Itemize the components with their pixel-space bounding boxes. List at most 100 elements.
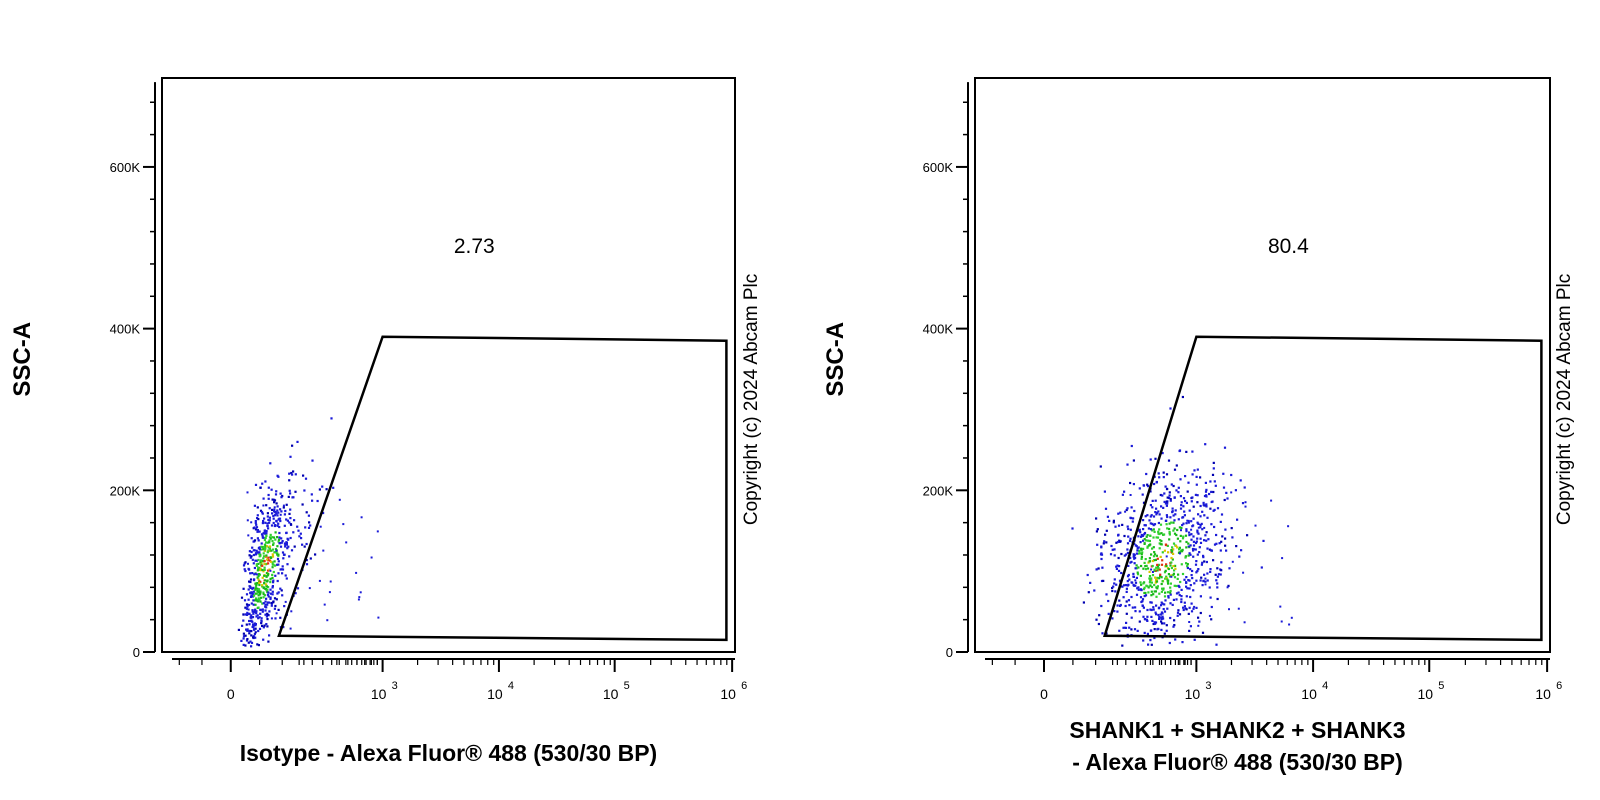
event-dot [279, 519, 282, 523]
event-dot [1279, 605, 1282, 608]
event-dot [268, 610, 271, 613]
event-dot [1197, 624, 1200, 627]
event-dot [1113, 582, 1116, 585]
event-dot [1157, 613, 1160, 617]
event-dot [1196, 494, 1199, 497]
event-dot [1217, 573, 1220, 576]
event-dot [1192, 544, 1196, 547]
event-dot [270, 549, 273, 552]
event-dot [288, 489, 291, 492]
event-dot [266, 515, 269, 518]
event-dot [250, 602, 253, 605]
event-dot [1147, 539, 1150, 542]
event-dot [252, 553, 255, 557]
event-dot [1170, 575, 1173, 578]
event-dot [270, 601, 273, 605]
event-dot [1181, 524, 1184, 527]
event-dot [269, 596, 272, 599]
event-dot [1140, 535, 1143, 538]
event-dot [1197, 568, 1200, 571]
event-dot [251, 595, 254, 598]
event-dot [251, 609, 254, 612]
event-dot [246, 491, 249, 494]
event-dot [1197, 532, 1200, 535]
event-dot [271, 512, 274, 515]
event-dot [1243, 621, 1246, 624]
event-dot [1160, 620, 1163, 623]
event-dot [261, 568, 264, 572]
event-dot [1139, 581, 1142, 584]
event-dot [257, 573, 260, 576]
event-dot [1196, 501, 1199, 504]
event-dot [280, 541, 283, 544]
event-dot [263, 529, 267, 532]
event-dot [1168, 522, 1171, 525]
event-dot [251, 558, 254, 561]
event-dot [290, 610, 293, 613]
event-dot [1151, 499, 1154, 502]
event-dot [1212, 467, 1215, 470]
event-dot [1140, 555, 1143, 559]
event-dot [262, 570, 265, 573]
event-dot [245, 603, 249, 606]
event-dot [1152, 593, 1155, 596]
event-dot [1173, 569, 1176, 572]
event-dot [1149, 490, 1152, 493]
event-dot [264, 603, 267, 606]
event-dot [1173, 584, 1176, 587]
event-dot [1113, 578, 1116, 581]
event-dot [1173, 496, 1176, 499]
event-dot [1159, 523, 1163, 526]
event-dot [1208, 614, 1211, 617]
event-dot [264, 579, 267, 582]
event-dot [311, 459, 314, 462]
event-dot [286, 563, 289, 566]
event-dot [269, 597, 272, 600]
event-dot [1118, 565, 1121, 568]
event-dot [1166, 544, 1169, 547]
event-dot [257, 578, 260, 581]
event-dot [1185, 581, 1188, 584]
event-dot [1153, 482, 1156, 486]
event-dot [277, 572, 280, 575]
event-dot [244, 569, 247, 573]
event-dot [1142, 501, 1146, 504]
event-dot [1224, 537, 1227, 540]
event-dot [1199, 526, 1202, 529]
event-dot [1204, 577, 1207, 580]
event-dot [265, 504, 268, 507]
event-dot [1145, 584, 1148, 587]
event-dot [1133, 628, 1137, 631]
event-dot [251, 610, 254, 613]
event-dot [1200, 522, 1203, 525]
event-dot [1137, 552, 1140, 555]
event-dot [1160, 601, 1163, 604]
event-dot [271, 536, 274, 539]
event-dot [1198, 620, 1201, 623]
event-dot [254, 597, 258, 600]
x-tick-label: 0 [1040, 686, 1048, 702]
event-dot [241, 624, 244, 627]
event-dot [1166, 502, 1169, 505]
event-dot [1196, 553, 1199, 556]
event-dot [259, 608, 262, 612]
event-dot [281, 540, 284, 543]
copyright-notice: Copyright (c) 2024 Abcam Plc [741, 274, 762, 525]
event-dot [1195, 483, 1198, 486]
event-dot [270, 604, 273, 607]
event-dot [281, 572, 284, 575]
event-dot [1095, 530, 1098, 533]
event-dot [265, 597, 268, 600]
event-dot [249, 578, 253, 581]
event-dot [261, 564, 264, 567]
event-dot [1149, 515, 1152, 518]
y-tick-label: 400K [110, 322, 141, 337]
event-dot [274, 617, 277, 620]
event-dot [1189, 625, 1192, 628]
event-dot [1097, 622, 1100, 626]
event-dot [1154, 457, 1157, 460]
event-dot [1119, 511, 1122, 514]
event-dot [1179, 540, 1182, 543]
event-dot [293, 545, 296, 548]
event-dot [1100, 546, 1103, 549]
